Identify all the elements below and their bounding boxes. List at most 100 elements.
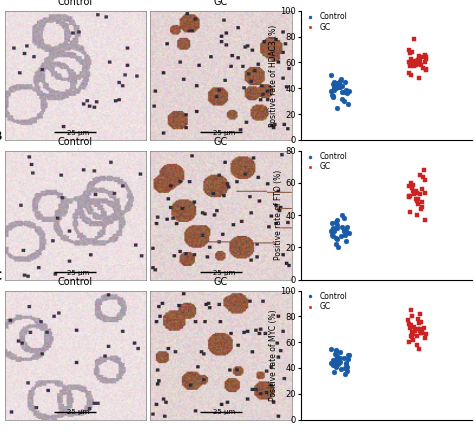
Point: [342, 237, 350, 244]
Point: [421, 51, 429, 58]
Point: [338, 212, 346, 218]
Point: [330, 85, 337, 92]
Point: [407, 60, 414, 67]
Point: [416, 171, 424, 178]
Point: [329, 81, 337, 88]
Point: [406, 192, 414, 199]
Point: [333, 353, 341, 360]
Point: [332, 85, 340, 92]
Point: [406, 183, 413, 190]
Point: [327, 87, 335, 94]
Point: [329, 232, 337, 239]
Point: [423, 331, 430, 338]
Point: [331, 350, 339, 357]
Point: [336, 349, 344, 356]
Point: [335, 361, 342, 368]
Point: [405, 59, 412, 66]
Point: [333, 363, 340, 370]
Point: [333, 355, 340, 362]
Point: [335, 83, 342, 90]
Point: [345, 229, 353, 236]
Point: [412, 187, 419, 194]
Point: [340, 98, 348, 105]
Point: [416, 74, 423, 81]
Point: [413, 60, 421, 67]
Point: [333, 222, 340, 229]
Point: [413, 212, 420, 218]
Point: [410, 191, 418, 198]
Point: [338, 223, 346, 230]
Point: [414, 196, 421, 203]
Point: [329, 225, 337, 232]
Point: [416, 326, 424, 333]
Point: [410, 336, 417, 343]
Point: [421, 217, 428, 224]
Point: [328, 72, 335, 79]
Point: [419, 329, 426, 336]
Point: [409, 328, 416, 335]
Point: [408, 55, 415, 62]
Text: 25 μm: 25 μm: [67, 270, 89, 275]
Point: [337, 366, 344, 373]
Point: [329, 357, 337, 364]
Point: [412, 62, 420, 69]
Point: [332, 241, 339, 248]
Point: [407, 180, 415, 187]
Point: [406, 50, 413, 57]
Point: [411, 327, 419, 334]
Legend: Control, GC: Control, GC: [302, 152, 349, 172]
Point: [328, 220, 336, 227]
Text: 25 μm: 25 μm: [213, 130, 235, 135]
Point: [343, 367, 351, 374]
Point: [342, 231, 349, 238]
Point: [332, 218, 340, 225]
Point: [328, 226, 336, 233]
Text: 25 μm: 25 μm: [67, 409, 89, 415]
Point: [340, 228, 347, 235]
Text: Control: Control: [58, 277, 93, 287]
Point: [338, 82, 346, 89]
Point: [407, 332, 415, 339]
Point: [418, 328, 425, 335]
Y-axis label: Positive rate of MYC (%): Positive rate of MYC (%): [269, 309, 278, 401]
Point: [332, 82, 340, 89]
Point: [415, 319, 423, 326]
Point: [421, 335, 428, 342]
Text: GC: GC: [214, 277, 228, 287]
Point: [340, 215, 348, 222]
Point: [405, 194, 412, 201]
Y-axis label: Positive rate of HDAC3 (%): Positive rate of HDAC3 (%): [269, 24, 278, 126]
Point: [410, 58, 418, 65]
Text: 25 μm: 25 μm: [213, 270, 235, 275]
Point: [405, 192, 412, 199]
Point: [338, 95, 346, 102]
Point: [405, 339, 413, 346]
Point: [337, 83, 344, 90]
Point: [405, 46, 413, 53]
Point: [405, 321, 412, 328]
Point: [344, 355, 352, 362]
Point: [329, 93, 337, 100]
Point: [341, 226, 348, 233]
Point: [416, 310, 424, 317]
Point: [421, 52, 428, 59]
Legend: Control, GC: Control, GC: [302, 12, 349, 32]
Point: [333, 225, 341, 232]
Point: [408, 49, 416, 55]
Text: 25 μm: 25 μm: [213, 409, 235, 415]
Point: [410, 181, 417, 188]
Point: [412, 196, 420, 203]
Point: [414, 316, 421, 323]
Point: [340, 89, 347, 96]
Point: [416, 191, 424, 198]
Point: [421, 59, 429, 66]
Point: [345, 87, 352, 94]
Point: [414, 56, 422, 63]
Point: [408, 72, 415, 79]
Point: [419, 199, 426, 206]
Point: [334, 80, 341, 87]
Point: [335, 358, 342, 365]
Text: C: C: [0, 270, 2, 283]
Point: [421, 189, 428, 196]
Point: [417, 62, 425, 69]
